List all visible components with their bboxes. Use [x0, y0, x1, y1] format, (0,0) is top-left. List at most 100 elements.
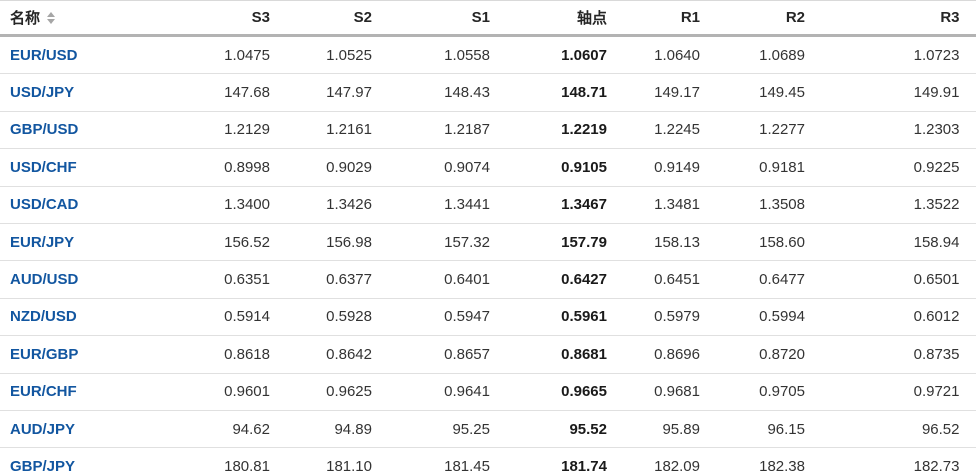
s3-value: 0.8998 — [205, 148, 286, 187]
pivot-value: 181.74 — [506, 447, 623, 474]
s1-value: 1.0558 — [388, 35, 506, 75]
r1-value: 1.3481 — [623, 186, 716, 224]
pair-link[interactable]: AUD/JPY — [10, 420, 76, 438]
s1-value: 148.43 — [388, 73, 506, 112]
s3-value: 156.52 — [205, 223, 286, 262]
s3-value: 1.2129 — [205, 111, 286, 150]
table-row: EUR/USD 1.0475 1.0525 1.0558 1.0607 1.06… — [0, 35, 976, 75]
r1-value: 0.9149 — [623, 148, 716, 187]
s1-value: 157.32 — [388, 223, 506, 262]
pair-link[interactable]: NZD/USD — [10, 308, 77, 326]
pivot-value: 1.2219 — [506, 111, 623, 150]
sort-icon[interactable] — [47, 12, 56, 25]
pair-link[interactable]: EUR/GBP — [10, 345, 79, 363]
pair-link[interactable]: AUD/USD — [10, 271, 79, 289]
pair-link[interactable]: USD/CHF — [10, 158, 77, 176]
r2-value: 182.38 — [716, 447, 821, 474]
pair-link[interactable]: EUR/USD — [10, 46, 78, 64]
pair-name-cell: USD/JPY — [0, 73, 205, 112]
column-header-name-label: 名称 — [10, 10, 41, 27]
r2-value: 1.0689 — [716, 35, 821, 75]
table-row: AUD/JPY 94.62 94.89 95.25 95.52 95.89 96… — [0, 410, 976, 449]
table-header: 名称 S3 S2 S1 轴点 R1 R2 R3 — [0, 0, 976, 37]
pair-name-cell: AUD/USD — [0, 260, 205, 299]
r3-value: 182.73 — [821, 447, 976, 474]
pair-link[interactable]: EUR/CHF — [10, 383, 77, 401]
column-header-name[interactable]: 名称 — [0, 0, 205, 37]
r1-value: 149.17 — [623, 73, 716, 112]
table-row: EUR/GBP 0.8618 0.8642 0.8657 0.8681 0.86… — [0, 335, 976, 374]
pair-link[interactable]: EUR/JPY — [10, 233, 75, 251]
s2-value: 94.89 — [286, 410, 388, 449]
table-row: AUD/USD 0.6351 0.6377 0.6401 0.6427 0.64… — [0, 260, 976, 299]
pair-link[interactable]: USD/JPY — [10, 84, 75, 102]
pivot-value: 0.6427 — [506, 260, 623, 299]
column-header-pivot[interactable]: 轴点 — [506, 0, 623, 37]
s3-value: 94.62 — [205, 410, 286, 449]
r2-value: 0.5994 — [716, 298, 821, 337]
r1-value: 0.5979 — [623, 298, 716, 337]
table-row: GBP/USD 1.2129 1.2161 1.2187 1.2219 1.22… — [0, 111, 976, 150]
s2-value: 147.97 — [286, 73, 388, 112]
r3-value: 0.6501 — [821, 260, 976, 299]
r3-value: 158.94 — [821, 223, 976, 262]
r2-value: 0.6477 — [716, 260, 821, 299]
s1-value: 0.5947 — [388, 298, 506, 337]
pair-link[interactable]: GBP/JPY — [10, 457, 76, 474]
table-row: EUR/JPY 156.52 156.98 157.32 157.79 158.… — [0, 223, 976, 262]
s3-value: 0.6351 — [205, 260, 286, 299]
pivot-value: 0.9665 — [506, 373, 623, 411]
s2-value: 1.3426 — [286, 186, 388, 224]
pivot-value: 1.3467 — [506, 186, 623, 224]
column-header-r3[interactable]: R3 — [821, 0, 976, 37]
s2-value: 0.8642 — [286, 335, 388, 374]
s2-value: 0.6377 — [286, 260, 388, 299]
pair-name-cell: EUR/USD — [0, 35, 205, 75]
s3-value: 147.68 — [205, 73, 286, 112]
r3-value: 0.9721 — [821, 373, 976, 411]
s3-value: 0.9601 — [205, 373, 286, 411]
r1-value: 0.9681 — [623, 373, 716, 411]
pair-name-cell: GBP/USD — [0, 111, 205, 150]
column-header-s2[interactable]: S2 — [286, 0, 388, 37]
pair-name-cell: USD/CHF — [0, 148, 205, 187]
r1-value: 1.2245 — [623, 111, 716, 150]
s1-value: 0.6401 — [388, 260, 506, 299]
sort-down-arrow-icon — [47, 19, 56, 25]
pair-name-cell: USD/CAD — [0, 186, 205, 224]
r3-value: 0.6012 — [821, 298, 976, 337]
r3-value: 1.3522 — [821, 186, 976, 224]
table-row: USD/CHF 0.8998 0.9029 0.9074 0.9105 0.91… — [0, 148, 976, 187]
pivot-value: 95.52 — [506, 410, 623, 449]
s2-value: 0.9625 — [286, 373, 388, 411]
table-body: EUR/USD 1.0475 1.0525 1.0558 1.0607 1.06… — [0, 35, 976, 474]
column-header-r2[interactable]: R2 — [716, 0, 821, 37]
column-header-s1[interactable]: S1 — [388, 0, 506, 37]
r3-value: 0.8735 — [821, 335, 976, 374]
s3-value: 180.81 — [205, 447, 286, 474]
column-header-s3[interactable]: S3 — [205, 0, 286, 37]
pair-link[interactable]: GBP/USD — [10, 121, 79, 139]
pair-link[interactable]: USD/CAD — [10, 196, 79, 214]
table-row: NZD/USD 0.5914 0.5928 0.5947 0.5961 0.59… — [0, 298, 976, 337]
pair-name-cell: EUR/GBP — [0, 335, 205, 374]
r1-value: 95.89 — [623, 410, 716, 449]
column-header-r1[interactable]: R1 — [623, 0, 716, 37]
r1-value: 1.0640 — [623, 35, 716, 75]
s2-value: 0.9029 — [286, 148, 388, 187]
pivot-value: 0.8681 — [506, 335, 623, 374]
s1-value: 1.3441 — [388, 186, 506, 224]
table-row: USD/JPY 147.68 147.97 148.43 148.71 149.… — [0, 73, 976, 112]
table-row: EUR/CHF 0.9601 0.9625 0.9641 0.9665 0.96… — [0, 373, 976, 411]
s1-value: 0.8657 — [388, 335, 506, 374]
s2-value: 1.2161 — [286, 111, 388, 150]
pair-name-cell: NZD/USD — [0, 298, 205, 337]
r3-value: 1.0723 — [821, 35, 976, 75]
s1-value: 95.25 — [388, 410, 506, 449]
table-row: GBP/JPY 180.81 181.10 181.45 181.74 182.… — [0, 447, 976, 474]
r2-value: 149.45 — [716, 73, 821, 112]
r2-value: 0.9705 — [716, 373, 821, 411]
pivot-value: 0.9105 — [506, 148, 623, 187]
r1-value: 158.13 — [623, 223, 716, 262]
